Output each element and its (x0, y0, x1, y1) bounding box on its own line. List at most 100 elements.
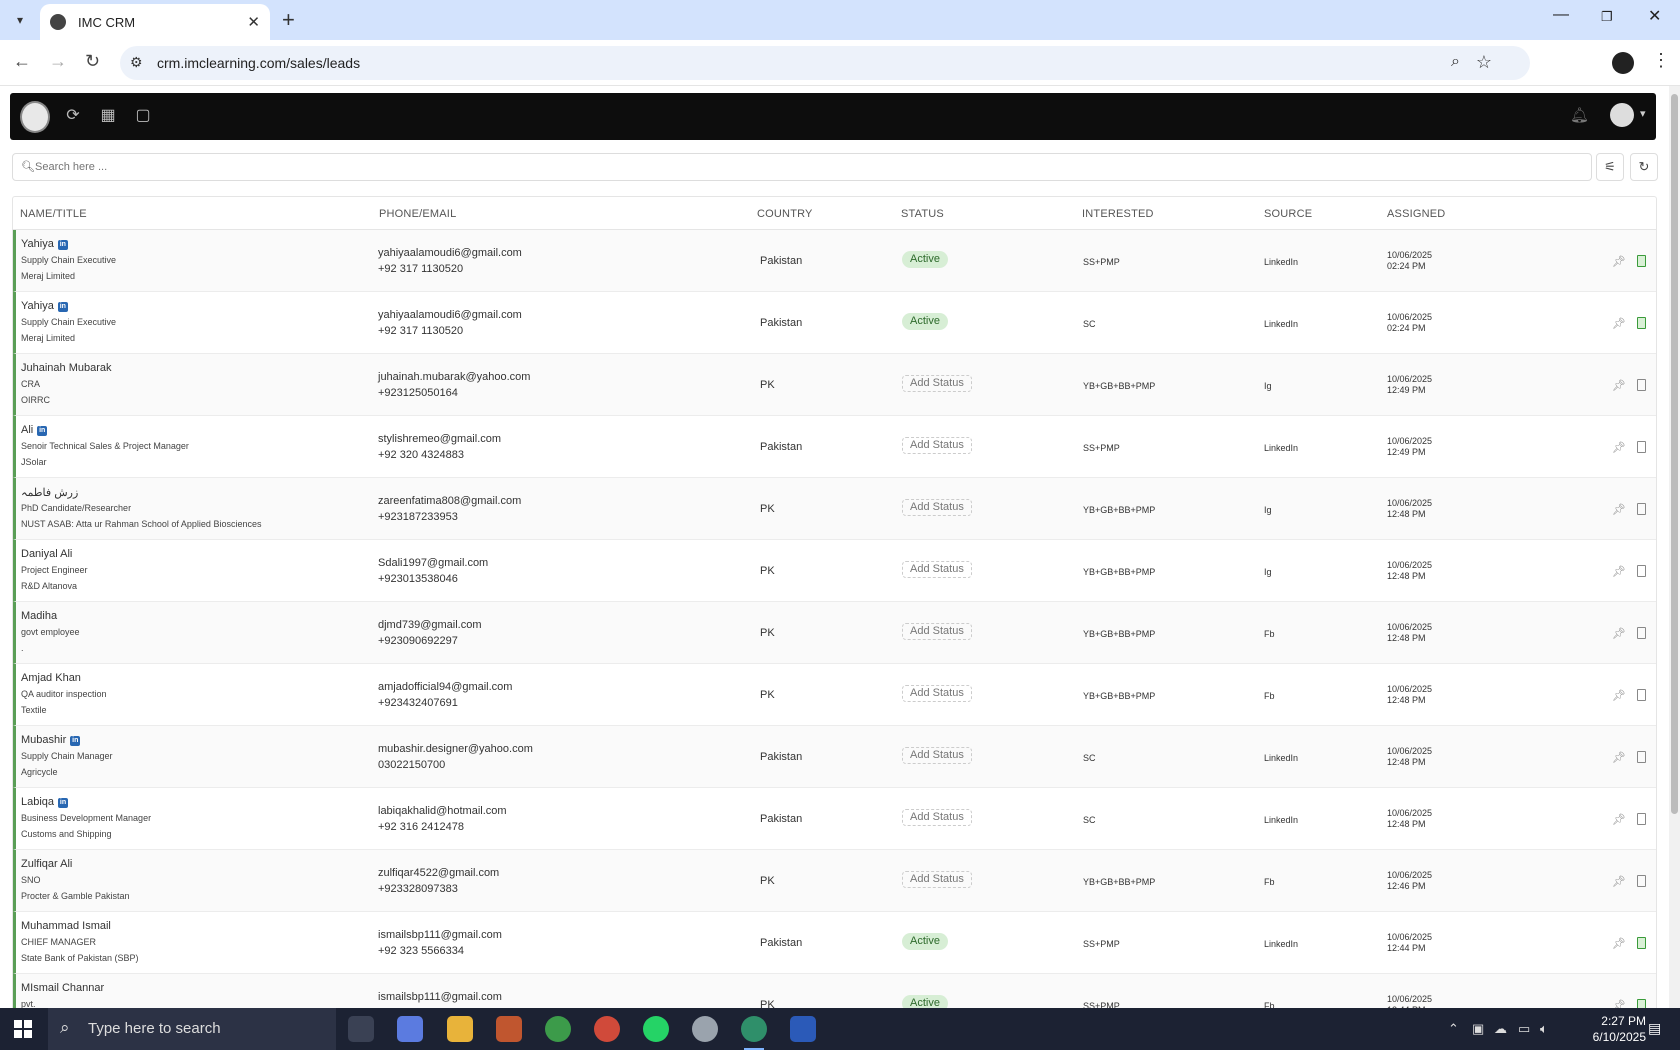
pin-icon[interactable]: 📌︎ (1612, 442, 1626, 454)
pin-icon[interactable]: 📌︎ (1612, 256, 1626, 268)
table-row[interactable]: Juhainah Mubarak CRA OIRRC juhainah.mubarak… (13, 354, 1656, 416)
app-icon[interactable] (496, 1016, 522, 1042)
tray-chevron-icon[interactable]: ⌃ (1448, 1021, 1459, 1036)
new-tab-button[interactable]: + (282, 7, 295, 32)
status-badge[interactable]: Add Status (902, 437, 972, 454)
bookmark-star-icon[interactable]: ☆ (1475, 52, 1492, 72)
windows-start-icon[interactable] (14, 1020, 32, 1038)
taskbar-search[interactable]: ⌕ Type here to search (48, 1008, 336, 1050)
chrome-icon[interactable] (545, 1016, 571, 1042)
pin-icon[interactable]: 📌︎ (1612, 504, 1626, 516)
status-badge[interactable]: Add Status (902, 871, 972, 888)
table-row[interactable]: زرش فاطمہ PhD Candidate/Researcher NUST AS… (13, 478, 1656, 540)
notes-icon[interactable] (1637, 937, 1646, 949)
pin-icon[interactable]: 📌︎ (1612, 690, 1626, 702)
taskbar-clock[interactable]: 2:27 PM 6/10/2025 (1556, 1013, 1646, 1045)
notes-icon[interactable] (1637, 875, 1646, 887)
word-icon[interactable] (790, 1016, 816, 1042)
status-badge[interactable]: Add Status (902, 747, 972, 764)
table-row[interactable]: Yahiya in Supply Chain Executive Meraj Limi… (13, 230, 1656, 292)
table-row[interactable]: Mubashir in Supply Chain Manager Agricycle m… (13, 726, 1656, 788)
table-row[interactable]: Labiqa in Business Development Manager Cust… (13, 788, 1656, 850)
lead-name[interactable]: Yahiya in (21, 238, 68, 250)
notes-icon[interactable] (1637, 689, 1646, 701)
lead-name[interactable]: Zulfiqar Ali (21, 858, 73, 870)
volume-icon[interactable]: 🔈︎ (1540, 1021, 1548, 1036)
linkedin-icon[interactable]: in (57, 302, 68, 312)
pin-icon[interactable]: 📌︎ (1612, 752, 1626, 764)
pin-icon[interactable]: 📌︎ (1612, 1000, 1626, 1008)
browser-tab[interactable]: IMC CRM ✕ (40, 4, 270, 40)
forward-icon[interactable]: → (49, 51, 67, 71)
status-badge[interactable]: Add Status (902, 499, 972, 516)
back-icon[interactable]: ← (13, 51, 31, 71)
site-info-icon[interactable]: ⚙ (130, 54, 143, 70)
lead-name[interactable]: Mubashir in (21, 734, 81, 746)
status-badge[interactable]: Active (902, 995, 948, 1008)
table-row[interactable]: Daniyal Ali Project Engineer R&D Altanova S… (13, 540, 1656, 602)
url-field[interactable]: ⚙ crm.imclearning.com/sales/leads ⌕ ☆ (120, 46, 1530, 80)
lead-name[interactable]: Muhammad Ismail (21, 920, 111, 932)
notes-icon[interactable] (1637, 813, 1646, 825)
notes-icon[interactable] (1637, 565, 1646, 577)
table-row[interactable]: Amjad Khan QA auditor inspection Textile am… (13, 664, 1656, 726)
browser-profile-avatar[interactable] (1612, 52, 1634, 74)
linkedin-icon[interactable]: in (58, 798, 69, 808)
filter-settings-button[interactable]: ⚟ (1596, 153, 1624, 181)
clock-app-icon[interactable] (692, 1016, 718, 1042)
pin-icon[interactable]: 📌︎ (1612, 814, 1626, 826)
notification-icon[interactable]: ▤ (1648, 1020, 1662, 1036)
sync-icon[interactable]: ⟳ (66, 107, 80, 124)
search-input[interactable] (35, 157, 635, 177)
status-badge[interactable]: Add Status (902, 809, 972, 826)
table-row[interactable]: MIsmail Channar pvt. ismailsbp111@gmail.co… (13, 974, 1656, 1008)
table-row[interactable]: Muhammad Ismail CHIEF MANAGER State Bank o… (13, 912, 1656, 974)
tab-close-icon[interactable]: ✕ (247, 14, 260, 31)
status-badge[interactable]: Active (902, 251, 948, 268)
tab-search-chevron-icon[interactable]: ▾ (16, 13, 24, 27)
notes-icon[interactable] (1637, 751, 1646, 763)
scrollbar-thumb[interactable] (1671, 94, 1678, 814)
lead-name[interactable]: MIsmail Channar (21, 982, 105, 994)
status-badge[interactable]: Active (902, 933, 948, 950)
zoom-icon[interactable]: ⌕ (1451, 53, 1460, 70)
lead-name[interactable]: Juhainah Mubarak (21, 362, 112, 374)
pin-icon[interactable]: 📌︎ (1612, 938, 1626, 950)
linkedin-icon[interactable]: in (57, 240, 68, 250)
linkedin-icon[interactable]: in (37, 426, 48, 436)
status-badge[interactable]: Active (902, 313, 948, 330)
reload-icon[interactable]: ↻ (85, 51, 101, 71)
calendar-check-icon[interactable]: ▦ (100, 107, 116, 124)
file-explorer-icon[interactable] (447, 1016, 473, 1042)
notes-icon[interactable] (1637, 379, 1646, 391)
imc-logo[interactable] (20, 101, 50, 133)
lead-name[interactable]: Ali in (21, 424, 48, 436)
minimize-icon[interactable]: — (1553, 6, 1569, 23)
pin-icon[interactable]: 📌︎ (1612, 566, 1626, 578)
user-avatar[interactable] (1610, 103, 1634, 127)
notes-icon[interactable] (1637, 627, 1646, 639)
pin-icon[interactable]: 📌︎ (1612, 318, 1626, 330)
pin-icon[interactable]: 📌︎ (1612, 876, 1626, 888)
lead-name[interactable]: Madiha (21, 610, 58, 622)
table-row[interactable]: Ali in Senoir Technical Sales & Project Ma… (13, 416, 1656, 478)
bell-icon[interactable]: 🔔︎ (1570, 107, 1590, 124)
document-icon[interactable]: ▢ (135, 107, 151, 124)
page-scrollbar[interactable] (1669, 86, 1680, 1008)
table-row[interactable]: Madiha govt employee. djmd739@gmail.com +92… (13, 602, 1656, 664)
lead-name[interactable]: Labiqa in (21, 796, 69, 808)
status-badge[interactable]: Add Status (902, 561, 972, 578)
table-row[interactable]: Yahiya in Supply Chain Executive Meraj Limi… (13, 292, 1656, 354)
cloud-icon[interactable]: ☁ (1494, 1021, 1507, 1036)
copilot-icon[interactable] (397, 1016, 423, 1042)
notes-icon[interactable] (1637, 255, 1646, 267)
chevron-down-icon[interactable]: ▾ (1640, 108, 1646, 120)
status-badge[interactable]: Add Status (902, 623, 972, 640)
notes-icon[interactable] (1637, 503, 1646, 515)
chrome-profile-icon[interactable] (594, 1016, 620, 1042)
lead-name[interactable]: Daniyal Ali (21, 548, 73, 560)
whatsapp-icon[interactable] (643, 1016, 669, 1042)
meet-icon[interactable]: ▣ (1472, 1021, 1485, 1036)
network-icon[interactable]: ▭ (1518, 1021, 1531, 1036)
table-row[interactable]: Zulfiqar Ali SNO Procter & Gamble Pakistan… (13, 850, 1656, 912)
